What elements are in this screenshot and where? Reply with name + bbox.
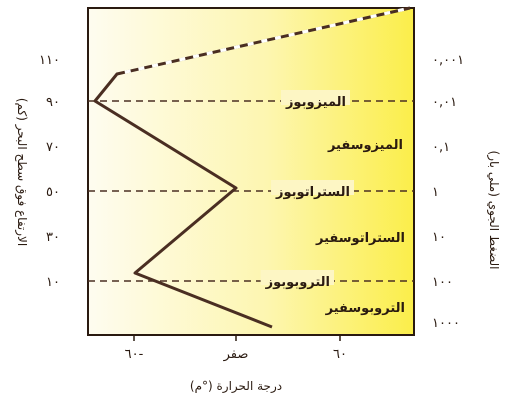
label-mask xyxy=(271,180,354,195)
left-tick-70: ٧٠ xyxy=(46,140,60,155)
layer-label-troposphere: التروبوسفير xyxy=(325,301,405,316)
left-tick-10: ١٠ xyxy=(46,275,60,290)
left-tick-90: ٩٠ xyxy=(46,95,60,110)
label-mask xyxy=(280,90,350,105)
left-tick-30: ٣٠ xyxy=(46,230,60,245)
right-tick-001: ٠,٠١ xyxy=(432,95,457,110)
right-tick-10: ١٠ xyxy=(432,230,446,245)
left-axis-title: الارتفاع فوق سطح البحر (كم) xyxy=(14,98,29,246)
left-tick-50: ٥٠ xyxy=(46,185,60,200)
temperature-curve-dash-mask xyxy=(116,6,411,76)
right-tick-0001: ٠,٠٠١ xyxy=(432,53,464,68)
right-tick-100: ١٠٠ xyxy=(432,275,453,290)
layer-label-stratopause: الستراتوبوز xyxy=(275,185,350,200)
x-axis-title: درجة الحرارة (°م) xyxy=(190,379,282,394)
x-tick-60: ٦٠ xyxy=(333,347,347,362)
x-tick-zero: صفر xyxy=(223,347,249,362)
label-mask xyxy=(260,270,334,285)
layer-label-tropopause: التروبوبوز xyxy=(265,275,330,290)
plot-area xyxy=(87,7,415,336)
right-axis-title: الضغط الجوي (ملي بار) xyxy=(486,151,501,270)
left-tick-110: ١١٠ xyxy=(39,53,60,68)
right-tick-1000: ١٠٠٠ xyxy=(432,316,460,331)
layer-label-mesosphere: الميزوسفير xyxy=(327,138,403,153)
right-tick-1: ١ xyxy=(432,185,439,200)
x-tick-minus60: ٦٠- xyxy=(125,347,144,362)
layer-label-stratosphere: الستراتوسفير xyxy=(315,231,405,246)
right-tick-01: ٠,١ xyxy=(432,140,450,155)
layer-label-mesopause: الميزوبوز xyxy=(285,95,346,110)
